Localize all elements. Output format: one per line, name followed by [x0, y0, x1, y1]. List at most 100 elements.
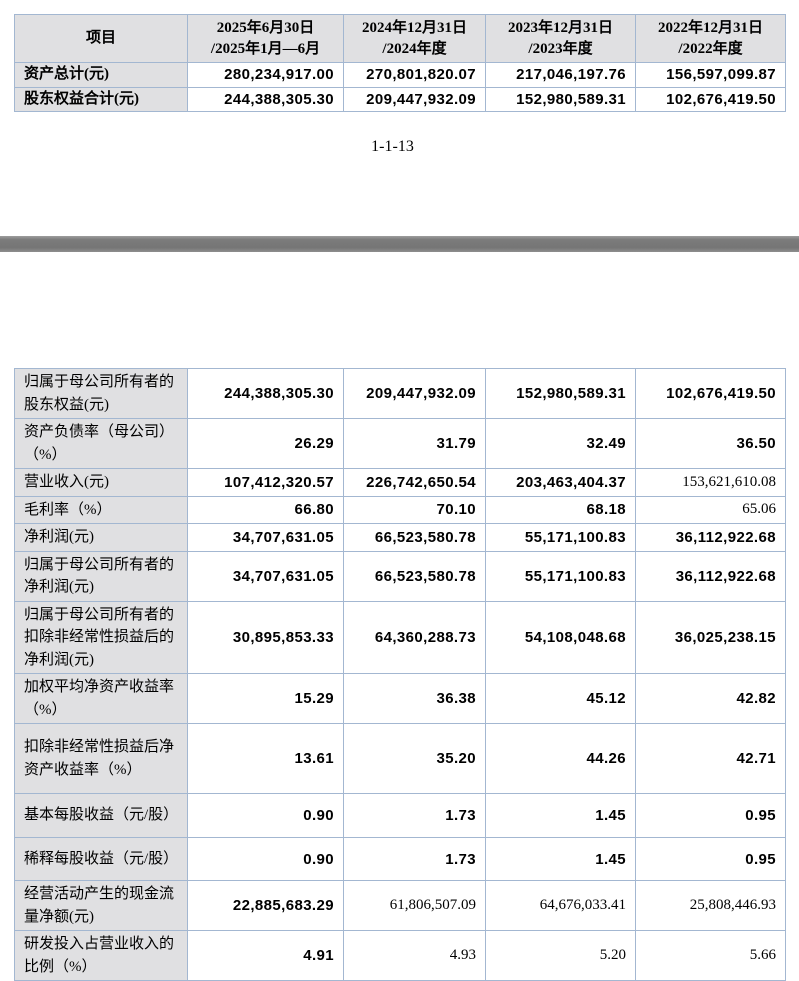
table-cell: 32.49 [485, 418, 636, 469]
table-cell: 1.73 [343, 837, 486, 881]
table-cell: 244,388,305.30 [187, 86, 344, 112]
table-cell: 36,112,922.68 [635, 550, 786, 602]
table-row: 资产总计(元) 280,234,917.00 270,801,820.07 21… [14, 62, 786, 88]
table-cell: 61,806,507.09 [343, 880, 486, 931]
row-label: 归属于母公司所有者的股东权益(元) [14, 368, 188, 419]
table-row: 经营活动产生的现金流量净额(元) 22,885,683.29 61,806,50… [14, 880, 786, 931]
table-cell: 65.06 [635, 495, 786, 524]
table-cell: 4.91 [187, 930, 344, 981]
document-page: 项目 2025年6月30日 /2025年1月—6月 2024年12月31日 /2… [0, 14, 799, 981]
table-cell: 55,171,100.83 [485, 523, 636, 552]
row-label: 净利润(元) [14, 523, 188, 552]
table-cell: 42.71 [635, 723, 786, 794]
table-row: 归属于母公司所有者的扣除非经常性损益后的净利润(元) 30,895,853.33… [14, 600, 786, 674]
table-row: 毛利率（%） 66.80 70.10 68.18 65.06 [14, 495, 786, 524]
table-cell: 66,523,580.78 [343, 523, 486, 552]
row-label: 营业收入(元) [14, 468, 188, 497]
table-cell: 64,360,288.73 [343, 600, 486, 674]
table-row: 基本每股收益（元/股） 0.90 1.73 1.45 0.95 [14, 793, 786, 838]
table-cell: 45.12 [485, 673, 636, 724]
row-label: 毛利率（%） [14, 495, 188, 524]
table-cell: 0.90 [187, 837, 344, 881]
table-cell: 244,388,305.30 [187, 368, 344, 419]
row-label: 基本每股收益（元/股） [14, 793, 188, 838]
row-label: 归属于母公司所有者的扣除非经常性损益后的净利润(元) [14, 600, 188, 674]
table-cell: 0.95 [635, 837, 786, 881]
table-row: 股东权益合计(元) 244,388,305.30 209,447,932.09 … [14, 86, 786, 112]
table-cell: 1.73 [343, 793, 486, 838]
table-cell: 25,808,446.93 [635, 880, 786, 931]
table-cell: 42.82 [635, 673, 786, 724]
table-cell: 30,895,853.33 [187, 600, 344, 674]
table-cell: 70.10 [343, 495, 486, 524]
table-row: 扣除非经常性损益后净资产收益率（%） 13.61 35.20 44.26 42.… [14, 723, 786, 794]
table-cell: 102,676,419.50 [635, 86, 786, 112]
table-row: 营业收入(元) 107,412,320.57 226,742,650.54 20… [14, 468, 786, 497]
table-row: 净利润(元) 34,707,631.05 66,523,580.78 55,17… [14, 523, 786, 552]
table-cell: 26.29 [187, 418, 344, 469]
table-cell: 107,412,320.57 [187, 468, 344, 497]
row-label: 经营活动产生的现金流量净额(元) [14, 880, 188, 931]
table-cell: 217,046,197.76 [485, 62, 636, 88]
table-cell: 34,707,631.05 [187, 550, 344, 602]
table-cell: 4.93 [343, 930, 486, 981]
column-header-item: 项目 [14, 14, 188, 63]
table-cell: 35.20 [343, 723, 486, 794]
column-header-period-2023: 2023年12月31日 /2023年度 [485, 14, 636, 63]
row-label: 资产总计(元) [14, 62, 188, 88]
column-header-period-2024: 2024年12月31日 /2024年度 [343, 14, 486, 63]
row-label: 稀释每股收益（元/股） [14, 837, 188, 881]
table-row: 归属于母公司所有者的净利润(元) 34,707,631.05 66,523,58… [14, 550, 786, 602]
key-indicators-table: 归属于母公司所有者的股东权益(元) 244,388,305.30 209,447… [14, 368, 786, 981]
table-cell: 64,676,033.41 [485, 880, 636, 931]
table-cell: 280,234,917.00 [187, 62, 344, 88]
table-row: 稀释每股收益（元/股） 0.90 1.73 1.45 0.95 [14, 837, 786, 881]
table-cell: 22,885,683.29 [187, 880, 344, 931]
row-label: 资产负债率（母公司）（%） [14, 418, 188, 469]
page-separator-bar [0, 236, 799, 252]
summary-table-header-row: 项目 2025年6月30日 /2025年1月—6月 2024年12月31日 /2… [14, 14, 786, 63]
table-cell: 152,980,589.31 [485, 86, 636, 112]
table-cell: 209,447,932.09 [343, 368, 486, 419]
table-cell: 66,523,580.78 [343, 550, 486, 602]
table-cell: 270,801,820.07 [343, 62, 486, 88]
table-cell: 0.95 [635, 793, 786, 838]
table-row: 归属于母公司所有者的股东权益(元) 244,388,305.30 209,447… [14, 368, 786, 419]
table-cell: 152,980,589.31 [485, 368, 636, 419]
table-cell: 66.80 [187, 495, 344, 524]
column-header-period-2022: 2022年12月31日 /2022年度 [635, 14, 786, 63]
table-cell: 209,447,932.09 [343, 86, 486, 112]
table-cell: 156,597,099.87 [635, 62, 786, 88]
table-row: 研发投入占营业收入的比例（%） 4.91 4.93 5.20 5.66 [14, 930, 786, 981]
row-label: 股东权益合计(元) [14, 86, 188, 112]
row-label: 研发投入占营业收入的比例（%） [14, 930, 188, 981]
table-cell: 13.61 [187, 723, 344, 794]
summary-table: 项目 2025年6月30日 /2025年1月—6月 2024年12月31日 /2… [14, 14, 786, 112]
table-cell: 55,171,100.83 [485, 550, 636, 602]
table-cell: 0.90 [187, 793, 344, 838]
row-label: 加权平均净资产收益率（%） [14, 673, 188, 724]
table-cell: 36.50 [635, 418, 786, 469]
table-cell: 31.79 [343, 418, 486, 469]
table-cell: 68.18 [485, 495, 636, 524]
table-cell: 5.66 [635, 930, 786, 981]
table-cell: 54,108,048.68 [485, 600, 636, 674]
column-header-period-2025: 2025年6月30日 /2025年1月—6月 [187, 14, 344, 63]
page-number: 1-1-13 [371, 138, 414, 155]
table-cell: 226,742,650.54 [343, 468, 486, 497]
table-cell: 1.45 [485, 837, 636, 881]
table-cell: 44.26 [485, 723, 636, 794]
table-cell: 1.45 [485, 793, 636, 838]
table-cell: 36,112,922.68 [635, 523, 786, 552]
table-cell: 153,621,610.08 [635, 468, 786, 497]
table-cell: 15.29 [187, 673, 344, 724]
table-cell: 34,707,631.05 [187, 523, 344, 552]
table-cell: 36,025,238.15 [635, 600, 786, 674]
table-cell: 5.20 [485, 930, 636, 981]
row-label: 归属于母公司所有者的净利润(元) [14, 550, 188, 602]
table-cell: 203,463,404.37 [485, 468, 636, 497]
table-row: 资产负债率（母公司）（%） 26.29 31.79 32.49 36.50 [14, 418, 786, 469]
row-label: 扣除非经常性损益后净资产收益率（%） [14, 723, 188, 794]
table-cell: 102,676,419.50 [635, 368, 786, 419]
table-cell: 36.38 [343, 673, 486, 724]
